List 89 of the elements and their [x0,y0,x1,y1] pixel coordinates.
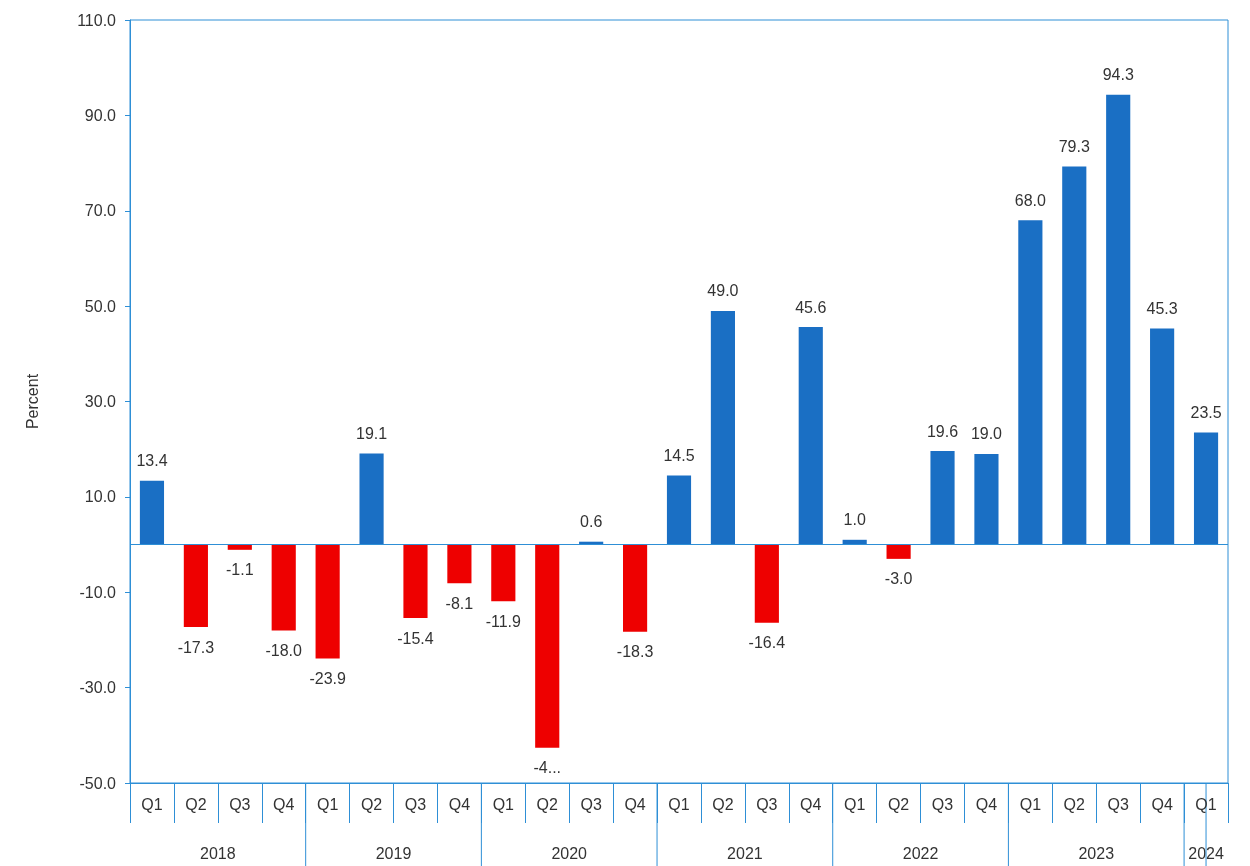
data-label: 0.6 [580,513,603,531]
bar [1193,432,1219,545]
y-tick-label: 110.0 [77,11,117,29]
data-label: 49.0 [707,282,739,300]
x-tick-label: Q2 [887,795,910,813]
data-label: -16.4 [748,634,786,652]
data-label: 19.1 [355,424,388,442]
x-tick-label: Q4 [975,795,998,813]
bar [139,480,165,545]
bar [930,451,955,545]
x-tick-label: Q1 [668,795,690,813]
x-tick-label: Q2 [712,795,734,813]
data-label: 23.5 [1190,404,1222,421]
text: 2020 [551,844,588,862]
data-label: 13.4 [136,452,168,470]
bar [1062,166,1087,545]
data-label: 45.6 [795,298,827,316]
x-tick-label: Q2 [360,795,383,813]
y-axis-title: Percent [23,373,41,430]
data-label: -4... [533,759,562,777]
text: 2019 [375,844,412,862]
bar [491,544,516,602]
y-tick-label: -50.0 [79,774,117,792]
x-tick-label: Q2 [536,795,559,813]
bar [359,453,384,545]
text: 2024 [1188,844,1224,862]
bar [1106,94,1131,545]
data-label: 45.3 [1146,300,1178,318]
x-tick-label: Q1 [1019,795,1042,813]
text: 2018 [200,844,236,862]
x-tick-label: Q4 [273,795,295,813]
data-label: -11.9 [485,612,522,630]
bar [447,544,472,584]
y-tick-label: -30.0 [79,679,117,697]
bar [403,544,428,618]
text: 2022 [902,844,939,862]
data-label: 19.6 [926,422,959,440]
data-label: 94.3 [1102,66,1134,84]
x-tick-label: Q3 [931,795,954,813]
bar [886,544,911,559]
bar [1150,328,1175,545]
text: 2021 [727,844,763,862]
x-tick-label: Q2 [185,795,207,813]
data-label: -18.0 [265,641,303,659]
bar [798,327,823,545]
y-tick-label: 10.0 [84,488,117,506]
text: 2023 [1078,844,1115,862]
bar [315,544,340,659]
x-tick-label: Q4 [800,795,822,813]
data-label: -17.3 [177,638,215,656]
x-tick-label: Q3 [580,795,602,813]
data-label: 1.0 [843,511,866,529]
data-label: 79.3 [1058,137,1090,155]
y-tick-label: 30.0 [84,393,117,410]
data-label: -23.9 [309,670,346,688]
bar [183,544,208,628]
x-tick-label: Q4 [1151,795,1173,813]
x-tick-label: Q1 [844,795,866,813]
data-label: -8.1 [445,594,474,612]
data-label: 19.0 [970,425,1003,443]
data-label: -3.0 [884,570,913,588]
x-tick-label: Q3 [229,795,251,813]
bar [666,475,692,545]
x-tick-label: Q3 [404,795,427,813]
x-tick-label: Q1 [141,795,163,813]
y-tick-label: 50.0 [84,297,117,315]
bar [754,544,779,623]
y-tick-label: -10.0 [79,583,117,601]
bar [271,544,296,631]
x-tick-label: Q3 [756,795,778,813]
bar [623,544,648,632]
data-label: -18.3 [616,643,654,661]
data-label: -15.4 [397,629,434,647]
bar [535,544,560,748]
x-tick-label: Q1 [1195,795,1217,813]
data-label: -1.1 [226,561,254,579]
x-tick-label: Q3 [1107,795,1129,813]
data-label: 14.5 [663,446,695,464]
x-tick-label: Q2 [1063,795,1086,813]
y-tick-label: 70.0 [84,202,117,220]
bar [710,310,735,545]
x-tick-label: Q4 [448,795,471,813]
x-tick-label: Q1 [492,795,515,813]
data-label: 68.0 [1014,191,1047,209]
x-tick-label: Q4 [624,795,646,813]
x-tick-label: Q1 [316,795,339,813]
bar [974,453,999,545]
bar [1018,220,1043,545]
y-tick-label: 90.0 [84,106,117,124]
